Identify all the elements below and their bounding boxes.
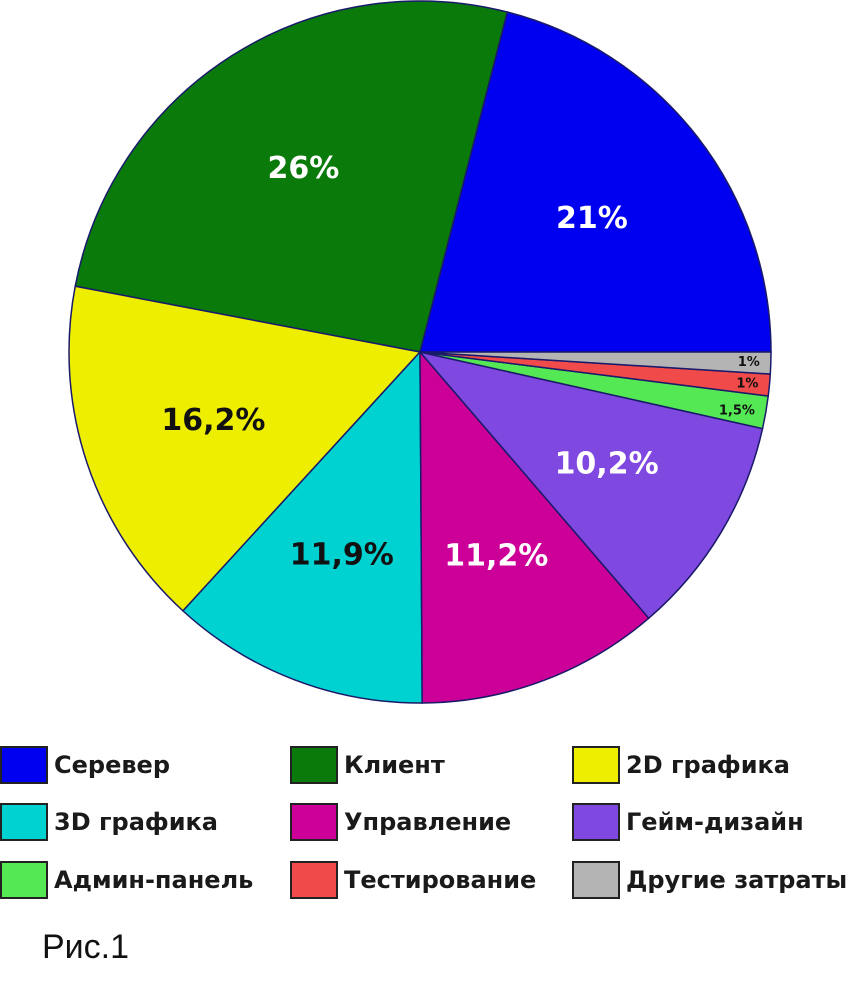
legend-swatch [290, 803, 338, 841]
slice-label: 10,2% [555, 446, 659, 481]
legend-item-client: Клиент [290, 744, 445, 786]
legend-swatch [572, 803, 620, 841]
legend-label: Серевер [54, 751, 170, 779]
pie-slice [419, 349, 650, 704]
slice-label: 21% [556, 201, 628, 236]
legend-label: 2D графика [626, 751, 791, 779]
legend-item-management: Управление [290, 801, 511, 843]
legend-item-admin-panel: Админ-панель [0, 859, 253, 901]
pie-slice [417, 350, 764, 620]
legend-label: Тестирование [344, 866, 537, 894]
pie-chart: 21% 26% 16,2% 11,9% 11,2% 10,2% 1,5% 1% 1% [68, 0, 772, 704]
legend-swatch [572, 861, 620, 899]
pie-slice [181, 350, 423, 704]
legend-swatch [290, 746, 338, 784]
legend-label: 3D графика [54, 808, 219, 836]
legend-swatch [0, 803, 48, 841]
pie-slice [419, 11, 772, 353]
legend-item-2d-graphics: 2D графика [572, 744, 790, 786]
slice-label: 1% [738, 355, 760, 370]
legend-swatch [0, 861, 48, 899]
slice-label: 26% [267, 151, 339, 186]
figure-caption: Рис.1 [42, 928, 130, 966]
legend: Серевер Клиент 2D графика 3D графика Упр… [0, 740, 856, 920]
legend-item-game-design: Гейм-дизайн [572, 801, 804, 843]
slice-label: 11,2% [444, 538, 548, 573]
pie-slice [419, 351, 772, 375]
legend-item-testing: Тестирование [290, 859, 536, 901]
legend-label: Другие затраты [626, 866, 848, 894]
legend-label: Гейм-дизайн [626, 808, 804, 836]
slice-label: 1,5% [719, 403, 755, 418]
legend-swatch [0, 746, 48, 784]
legend-label: Админ-панель [54, 866, 254, 894]
legend-item-server: Серевер [0, 744, 170, 786]
legend-label: Клиент [344, 751, 445, 779]
pie-slice [74, 0, 509, 353]
legend-swatch [572, 746, 620, 784]
slice-label: 16,2% [161, 403, 265, 438]
legend-item-3d-graphics: 3D графика [0, 801, 218, 843]
legend-item-other-costs: Другие затраты [572, 859, 847, 901]
slice-label: 11,9% [290, 538, 394, 573]
pie-slice [68, 285, 422, 612]
legend-label: Управление [344, 808, 512, 836]
slice-label: 1% [736, 377, 758, 392]
legend-swatch [290, 861, 338, 899]
